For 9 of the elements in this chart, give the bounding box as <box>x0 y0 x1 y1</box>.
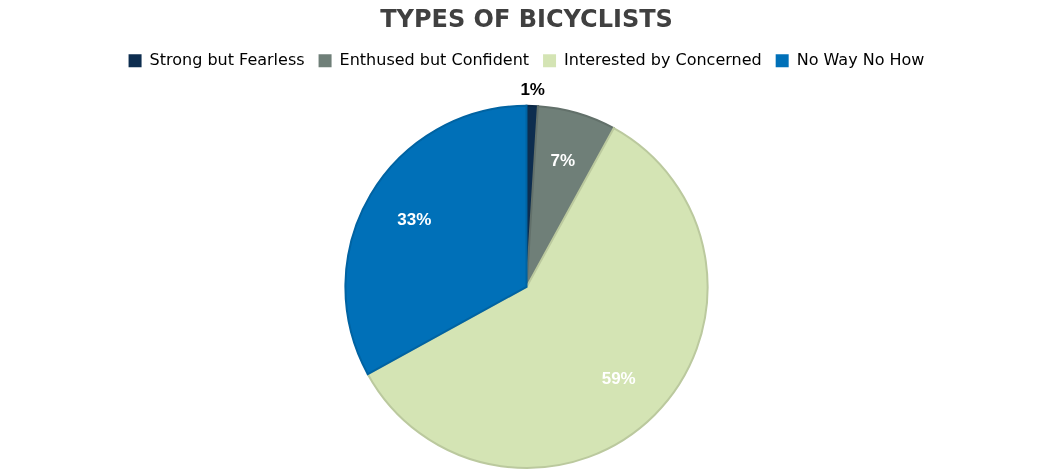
data-label: 1% <box>520 79 545 99</box>
legend-label: Interested by Concerned <box>564 49 762 69</box>
chart-title: TYPES OF BICYCLISTS <box>380 4 673 33</box>
legend-label: Strong but Fearless <box>149 49 305 69</box>
legend-label: Enthused but Confident <box>339 49 530 69</box>
legend-label: No Way No How <box>796 49 925 69</box>
data-label: 7% <box>550 151 576 171</box>
data-label: 59% <box>601 368 636 388</box>
data-label: 33% <box>397 210 432 230</box>
